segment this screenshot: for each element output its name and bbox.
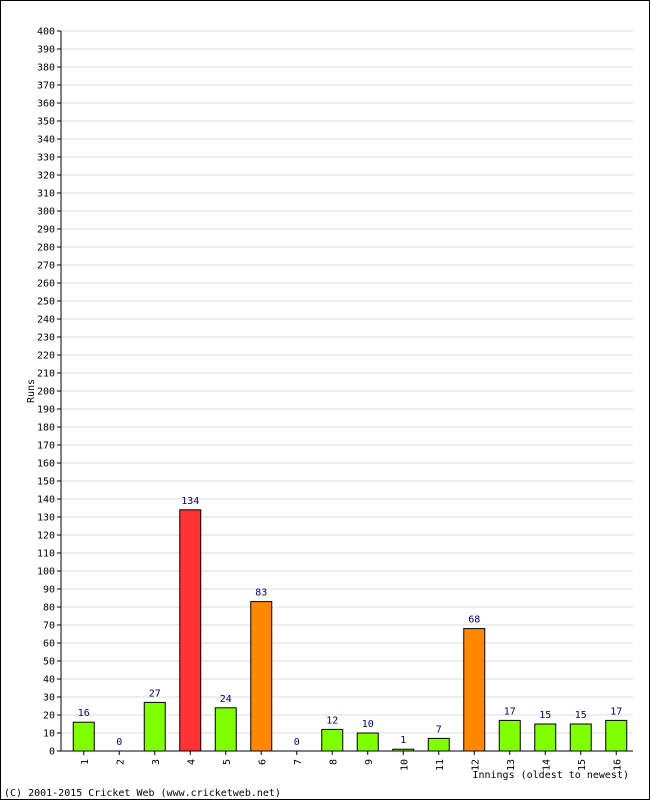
data-label: 15: [539, 710, 551, 721]
bar: [321, 728, 344, 752]
data-label: 24: [220, 694, 232, 705]
y-tick-label: 240: [37, 315, 55, 326]
bar: [498, 719, 521, 752]
y-tick-label: 20: [43, 711, 55, 722]
bar: [463, 628, 486, 752]
y-tick-label: 260: [37, 279, 55, 290]
bar: [214, 707, 237, 752]
y-tick-label: 270: [37, 261, 55, 272]
bar: [179, 509, 202, 752]
y-tick-label: 280: [37, 243, 55, 254]
y-tick-label: 70: [43, 621, 55, 632]
x-tick-label: 5: [222, 759, 233, 765]
y-tick-label: 300: [37, 207, 55, 218]
x-tick-label: 11: [435, 759, 446, 771]
x-tick-label: 3: [151, 759, 162, 765]
bar: [427, 737, 450, 752]
y-tick-label: 90: [43, 585, 55, 596]
y-tick-label: 170: [37, 441, 55, 452]
data-label: 83: [255, 588, 267, 599]
bar: [534, 723, 557, 752]
y-tick-label: 110: [37, 549, 55, 560]
y-tick-label: 10: [43, 729, 55, 740]
x-tick-label: 9: [364, 759, 375, 765]
data-label: 134: [181, 496, 199, 507]
y-tick-label: 80: [43, 603, 55, 614]
y-tick-label: 380: [37, 63, 55, 74]
y-tick-label: 330: [37, 153, 55, 164]
y-tick-label: 310: [37, 189, 55, 200]
y-tick-label: 180: [37, 423, 55, 434]
bar: [143, 701, 166, 752]
data-label: 12: [326, 715, 338, 726]
y-tick-label: 60: [43, 639, 55, 650]
y-tick-label: 290: [37, 225, 55, 236]
y-axis-title: Runs: [26, 379, 37, 403]
bar: [569, 723, 592, 752]
y-tick-label: 40: [43, 675, 55, 686]
y-tick-label: 350: [37, 117, 55, 128]
y-tick-label: 210: [37, 369, 55, 380]
x-tick-labels: 1 2 3 4 5 6 7 8 9 10 11 12 13 14 15 16: [80, 751, 623, 771]
y-tick-label: 130: [37, 513, 55, 524]
y-tick-label: 160: [37, 459, 55, 470]
data-label: 0: [294, 737, 300, 748]
data-label: 7: [436, 724, 442, 735]
copyright-text: (C) 2001-2015 Cricket Web (www.cricketwe…: [4, 788, 281, 799]
x-tick-label: 7: [293, 759, 304, 765]
y-tick-label: 30: [43, 693, 55, 704]
x-tick-label: 8: [328, 759, 339, 765]
bar: [250, 601, 273, 752]
x-tick-label: 15: [577, 759, 588, 771]
x-tick-label: 12: [470, 759, 481, 771]
x-tick-label: 13: [506, 759, 517, 771]
y-tick-label: 370: [37, 81, 55, 92]
y-tick-label: 250: [37, 297, 55, 308]
x-tick-label: 6: [257, 759, 268, 765]
bar: [356, 732, 379, 752]
x-tick-label: 16: [612, 759, 623, 771]
x-axis-title: Innings (oldest to newest): [472, 770, 629, 781]
y-tick-labels: 0 10 20 30 40 50 60 70 80 90 100 110 120 130 140 150 160…: [37, 27, 61, 758]
x-tick-label: 1: [80, 759, 91, 765]
x-tick-label: 10: [399, 759, 410, 771]
data-label: 68: [468, 615, 480, 626]
data-label: 17: [610, 706, 622, 717]
data-label: 17: [504, 706, 516, 717]
y-tick-label: 120: [37, 531, 55, 542]
data-label: 27: [149, 688, 161, 699]
bar: [72, 721, 95, 752]
data-label: 15: [575, 710, 587, 721]
y-tick-label: 360: [37, 99, 55, 110]
y-tick-label: 0: [49, 747, 55, 758]
y-tick-label: 50: [43, 657, 55, 668]
y-tick-label: 320: [37, 171, 55, 182]
x-tick-label: 4: [186, 759, 197, 765]
y-tick-label: 190: [37, 405, 55, 416]
y-tick-label: 340: [37, 135, 55, 146]
data-label: 10: [362, 719, 374, 730]
data-label: 1: [400, 735, 406, 746]
y-tick-label: 140: [37, 495, 55, 506]
y-tick-label: 150: [37, 477, 55, 488]
y-tick-label: 400: [37, 27, 55, 38]
data-label: 0: [116, 737, 122, 748]
data-label: 16: [78, 708, 90, 719]
y-tick-label: 230: [37, 333, 55, 344]
grid-lines: [61, 30, 633, 734]
y-tick-label: 220: [37, 351, 55, 362]
y-tick-label: 390: [37, 45, 55, 56]
bar: [605, 719, 628, 752]
x-tick-label: 14: [541, 759, 552, 771]
y-tick-label: 200: [37, 387, 55, 398]
x-tick-label: 2: [115, 759, 126, 765]
y-tick-label: 100: [37, 567, 55, 578]
